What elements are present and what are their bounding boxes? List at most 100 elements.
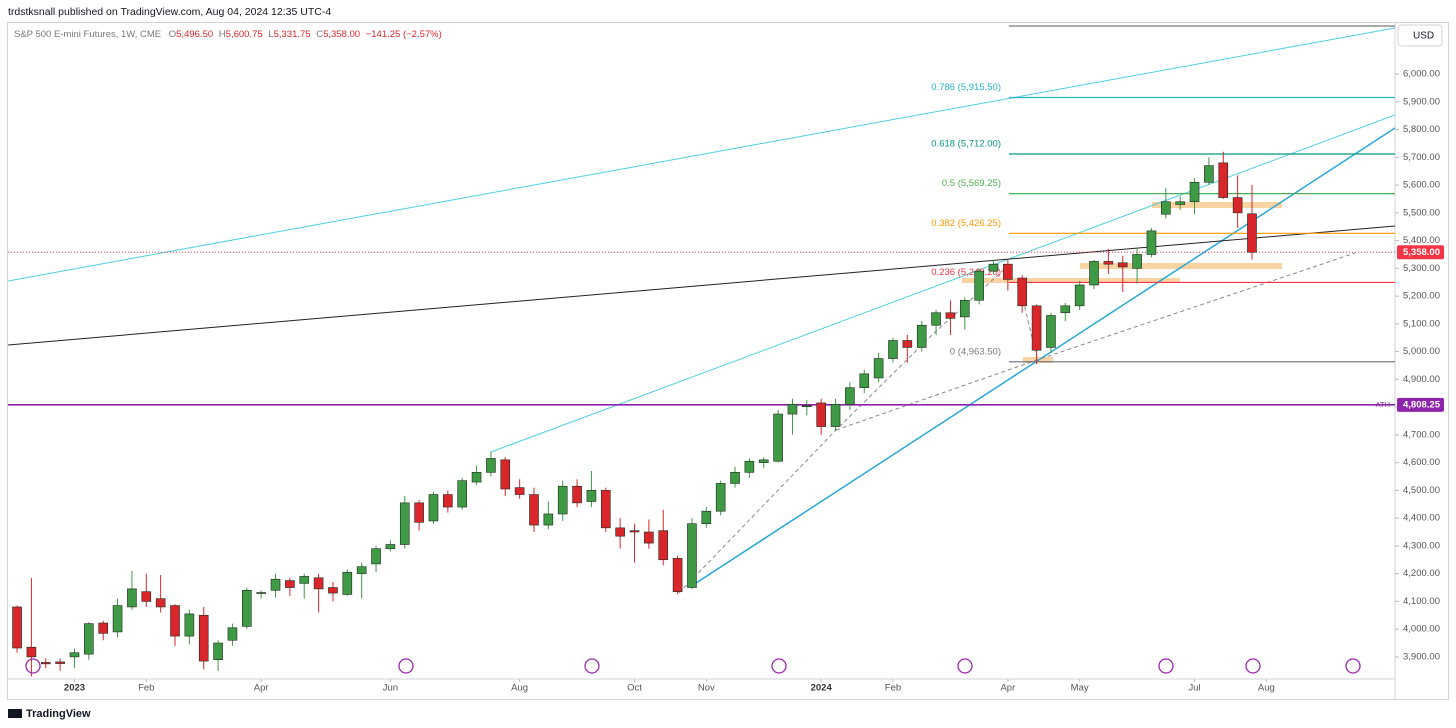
y-tick-label: 5,400.00 — [1403, 235, 1440, 246]
c-key: C — [316, 29, 323, 40]
close: 5,358.00 — [323, 29, 360, 40]
candle-body — [371, 548, 381, 565]
candle-body — [500, 459, 511, 490]
y-tick-label: 3,900.00 — [1403, 651, 1440, 662]
currency: USD — [1413, 31, 1434, 42]
candle-body — [299, 576, 310, 584]
candle-body — [127, 588, 137, 608]
fib-label: 0.236 (5,249.25) — [931, 267, 1001, 278]
footer-logo — [8, 709, 22, 718]
y-tick-label: 6,000.00 — [1403, 69, 1440, 80]
fib-label: 0.382 (5,426.25) — [931, 218, 1001, 229]
candle-body — [399, 502, 410, 545]
candle-body — [385, 544, 396, 549]
candle-body — [644, 531, 654, 544]
zone — [962, 278, 1180, 283]
y-tick-label: 4,400.00 — [1403, 513, 1440, 524]
candle-body — [1175, 201, 1185, 205]
footer: TradingView — [26, 708, 91, 720]
y-tick-label: 5,700.00 — [1403, 152, 1440, 163]
candle-body — [112, 605, 123, 633]
candle-body — [84, 623, 94, 655]
candle-body — [1046, 315, 1056, 348]
candle-body — [816, 402, 826, 427]
candle-body — [26, 646, 37, 658]
low: 5,331.75 — [274, 29, 311, 40]
currency-box[interactable] — [1397, 24, 1443, 47]
y-tick-label: 4,200.00 — [1403, 568, 1440, 579]
candle-body — [471, 472, 482, 483]
y-tick-label: 5,300.00 — [1403, 263, 1440, 274]
quote-legend: S&P 500 E-mini Futures, 1W, CME O5,496.5… — [14, 29, 442, 40]
x-tick-label: Jun — [383, 683, 398, 694]
candle-body — [1003, 263, 1013, 280]
candle-body — [457, 480, 467, 508]
ath-name: ATH — [1376, 400, 1390, 409]
candle-body — [600, 490, 611, 529]
fib-label: 0 (4,963.50) — [950, 346, 1001, 357]
candle-body — [227, 627, 238, 641]
candle-body — [1161, 201, 1171, 215]
fib-label: 0.786 (5,915.50) — [931, 82, 1001, 93]
candle-body — [1247, 213, 1257, 253]
candle-body — [1204, 165, 1214, 183]
y-tick-label: 5,200.00 — [1403, 291, 1440, 302]
candle-body — [658, 530, 669, 561]
y-tick-label: 5,000.00 — [1403, 346, 1440, 357]
y-tick-label: 5,800.00 — [1403, 124, 1440, 135]
x-tick-label: Oct — [627, 683, 642, 694]
zone — [1080, 263, 1282, 269]
candle-body — [773, 413, 783, 462]
h-key: H — [219, 29, 226, 40]
candle-body — [557, 485, 568, 515]
candle-body — [514, 487, 525, 495]
candle-body — [285, 580, 295, 588]
candle-body — [988, 263, 999, 272]
candle-body — [1103, 261, 1114, 265]
ath-tag-label: 4,808.25 — [1403, 399, 1441, 410]
candle-body — [1060, 305, 1071, 314]
candle-body — [213, 642, 223, 660]
candle-body — [198, 614, 209, 662]
candle-body — [1017, 277, 1028, 307]
candle-body — [672, 558, 683, 592]
candle-body — [98, 622, 109, 634]
candle-body — [55, 661, 65, 664]
candle-body — [1189, 181, 1200, 203]
y-tick-label: 5,100.00 — [1403, 318, 1440, 329]
candle-body — [1218, 162, 1229, 198]
x-tick-label: Apr — [254, 683, 269, 694]
y-tick-label: 4,000.00 — [1403, 624, 1440, 635]
candle-body — [328, 587, 338, 594]
x-tick-label: Jul — [1188, 683, 1200, 694]
frame — [7, 22, 1449, 700]
dashed-path — [678, 264, 1010, 594]
candle-body — [902, 340, 913, 348]
candle-body — [615, 527, 625, 537]
change: −141.25 (−2.57%) — [366, 29, 442, 40]
y-tick-label: 4,500.00 — [1403, 485, 1440, 496]
last-price-tag-label: 5,358.00 — [1403, 247, 1440, 258]
y-tick-label: 4,700.00 — [1403, 429, 1440, 440]
trend-line — [692, 127, 1395, 586]
candle-body — [916, 324, 927, 348]
candle-body — [1146, 230, 1157, 255]
candle-body — [256, 592, 266, 594]
x-tick-label: Apr — [1000, 683, 1015, 694]
x-tick-label: 2023 — [64, 683, 85, 694]
x-tick-label: Feb — [885, 683, 901, 694]
candle-body — [1117, 262, 1128, 268]
candle-body — [155, 598, 166, 608]
open: 5,496.50 — [176, 29, 213, 40]
last-price-tag — [1397, 245, 1444, 260]
candle-body — [945, 312, 956, 319]
candle-body — [1074, 284, 1085, 307]
candle-body — [572, 485, 582, 504]
candle-body — [701, 510, 712, 524]
trend-line — [8, 27, 1395, 282]
plot-area: 0.786 (5,915.50) 0.618 (5,712.00) 0.5 (5,5… — [8, 25, 1395, 677]
x-tick-label: Aug — [1258, 683, 1275, 694]
y-tick-label: 4,300.00 — [1403, 540, 1440, 551]
candle-body — [529, 494, 539, 526]
candle-body — [414, 502, 424, 523]
